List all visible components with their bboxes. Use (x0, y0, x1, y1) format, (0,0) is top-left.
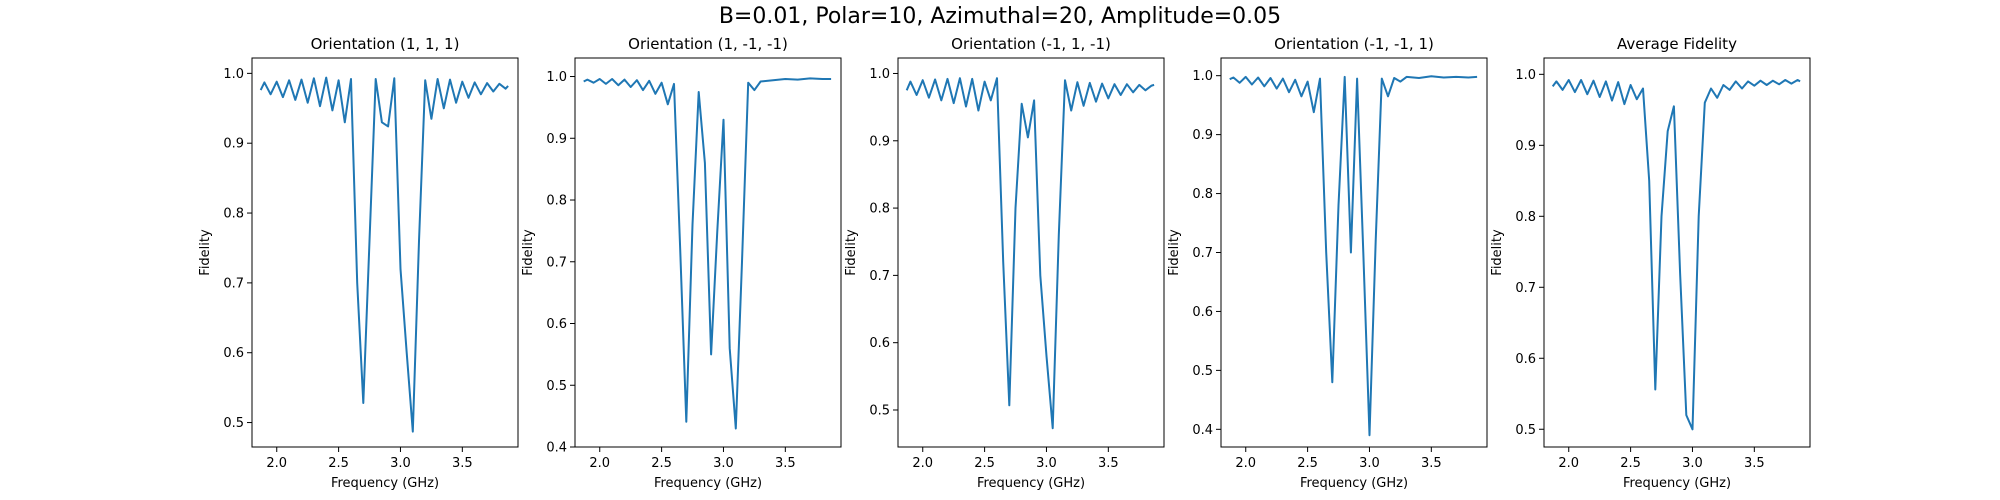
subplot-title: Average Fidelity (1617, 35, 1737, 53)
x-axis-label: Frequency (GHz) (977, 476, 1085, 491)
y-tick-label: 0.8 (546, 194, 567, 209)
subplot-1: 2.0 2.5 3.0 3.5 0.5 0.6 0.7 0.8 0.9 1.0 Orientatio… (198, 35, 519, 491)
x-tick-label: 2.5 (1620, 456, 1641, 471)
subplot-4: 2.0 2.5 3.0 3.5 0.4 0.5 0.6 0.7 0.8 0.9 1.0 Orienta… (1167, 35, 1488, 491)
x-tick-label: 3.0 (1682, 456, 1703, 471)
axes-frame (897, 57, 1165, 448)
x-tick-label: 2.5 (1297, 456, 1318, 471)
x-axis-label: Frequency (GHz) (1623, 476, 1731, 491)
y-tick-label: 0.9 (1515, 139, 1536, 154)
y-tick-label: 1.0 (1515, 68, 1536, 83)
y-tick-label: 0.5 (223, 416, 244, 431)
x-tick-label: 3.5 (1098, 456, 1119, 471)
y-tick-label: 1.0 (869, 67, 890, 82)
series-line-1 (259, 76, 509, 433)
y-tick-label: 0.5 (869, 403, 890, 418)
x-axis-label: Frequency (GHz) (654, 476, 762, 491)
y-tick-label: 0.7 (546, 255, 567, 270)
x-tick-label: 2.0 (266, 456, 287, 471)
subplot-5: 2.0 2.5 3.0 3.5 0.5 0.6 0.7 0.8 0.9 1.0 Average Fi… (1490, 35, 1811, 491)
y-tick-label: 1.0 (1192, 69, 1213, 84)
axes-frame (251, 57, 519, 448)
y-axis-label: Fidelity (844, 229, 859, 276)
x-tick-label: 2.0 (589, 456, 610, 471)
subplot-3: 2.0 2.5 3.0 3.5 0.5 0.6 0.7 0.8 0.9 1.0 Orientatio… (844, 35, 1165, 491)
x-axis-label: Frequency (GHz) (331, 476, 439, 491)
y-axis-label: Fidelity (521, 229, 536, 276)
x-tick-label: 3.0 (713, 456, 734, 471)
series-line-1 (1229, 75, 1478, 437)
y-tick-label: 0.4 (546, 441, 567, 456)
y-tick-label: 0.8 (1515, 210, 1536, 225)
x-tick-label: 3.5 (452, 456, 473, 471)
y-axis-label: Fidelity (1490, 229, 1505, 276)
x-axis-label: Frequency (GHz) (1300, 476, 1408, 491)
y-tick-label: 0.7 (1192, 246, 1213, 261)
y-tick-label: 0.5 (1515, 423, 1536, 438)
figure-title: B=0.01, Polar=10, Azimuthal=20, Amplitud… (718, 4, 1282, 29)
y-tick-label: 0.4 (1192, 423, 1213, 438)
x-tick-label: 3.5 (1744, 456, 1765, 471)
series-line-1 (1551, 79, 1801, 431)
y-tick-label: 0.6 (223, 346, 244, 361)
series-line-1 (583, 77, 832, 430)
y-tick-label: 0.8 (869, 202, 890, 217)
x-tick-label: 3.5 (775, 456, 796, 471)
y-tick-label: 1.0 (546, 70, 567, 85)
y-tick-label: 0.8 (223, 207, 244, 222)
y-axis-label: Fidelity (1167, 229, 1182, 276)
y-tick-label: 0.6 (546, 317, 567, 332)
subplot-title: Orientation (1, -1, -1) (628, 35, 788, 53)
x-tick-label: 2.0 (1235, 456, 1256, 471)
y-tick-label: 0.6 (869, 336, 890, 351)
y-tick-label: 0.9 (869, 134, 890, 149)
x-tick-label: 2.0 (912, 456, 933, 471)
x-tick-label: 2.0 (1558, 456, 1579, 471)
axes-frame (574, 57, 842, 448)
y-tick-label: 0.5 (546, 379, 567, 394)
y-tick-label: 0.7 (223, 276, 244, 291)
axes-frame (1220, 57, 1488, 448)
x-tick-label: 3.0 (390, 456, 411, 471)
subplot-2: 2.0 2.5 3.0 3.5 0.4 0.5 0.6 0.7 0.8 0.9 1.0 Orienta… (521, 35, 842, 491)
y-tick-label: 0.6 (1192, 305, 1213, 320)
y-tick-label: 1.0 (223, 67, 244, 82)
x-tick-label: 3.0 (1359, 456, 1380, 471)
y-axis-label: Fidelity (198, 229, 213, 276)
subplot-title: Orientation (-1, 1, -1) (951, 35, 1111, 53)
series-line-1 (905, 77, 1155, 430)
subplot-title: Orientation (-1, -1, 1) (1274, 35, 1434, 53)
y-tick-label: 0.9 (1192, 128, 1213, 143)
x-tick-label: 2.5 (651, 456, 672, 471)
x-tick-label: 2.5 (328, 456, 349, 471)
y-tick-label: 0.9 (223, 137, 244, 152)
x-tick-label: 2.5 (974, 456, 995, 471)
subplot-title: Orientation (1, 1, 1) (311, 35, 460, 53)
y-tick-label: 0.6 (1515, 352, 1536, 367)
y-tick-label: 0.7 (869, 269, 890, 284)
axes-frame (1543, 57, 1811, 448)
y-tick-label: 0.8 (1192, 187, 1213, 202)
x-tick-label: 3.0 (1036, 456, 1057, 471)
y-tick-label: 0.9 (546, 132, 567, 147)
y-tick-label: 0.7 (1515, 281, 1536, 296)
y-tick-label: 0.5 (1192, 364, 1213, 379)
x-tick-label: 3.5 (1421, 456, 1442, 471)
